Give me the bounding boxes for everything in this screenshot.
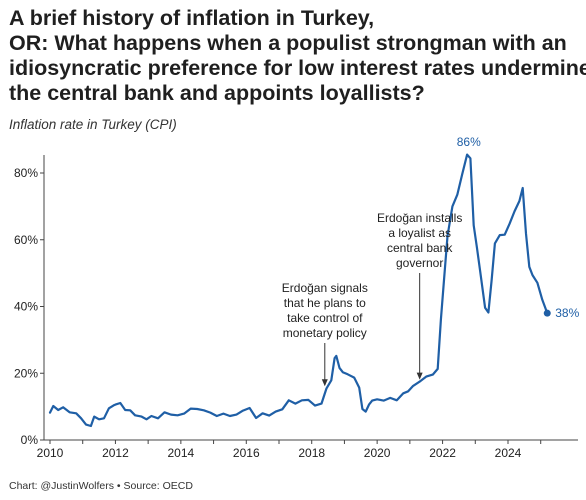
title-line: idiosyncratic preference for low interes… <box>9 56 586 80</box>
x-tick-label: 2022 <box>429 446 456 460</box>
x-tick-label: 2014 <box>168 446 195 460</box>
y-tick-label: 80% <box>14 166 38 180</box>
annotation-text: monetary policy <box>283 326 367 340</box>
y-tick-label: 0% <box>21 433 39 447</box>
y-tick-label: 20% <box>14 366 38 380</box>
y-tick-label: 60% <box>14 233 38 247</box>
y-tick-label: 40% <box>14 300 38 314</box>
annotation-arrow-head <box>416 372 423 380</box>
x-tick-label: 2012 <box>102 446 129 460</box>
end-point-label: 38% <box>555 306 579 320</box>
annotation-text: governor <box>396 256 443 270</box>
title-line: OR: What happens when a populist strongm… <box>9 31 567 55</box>
x-tick-label: 2018 <box>298 446 325 460</box>
chart-title: A brief history of inflation in Turkey, … <box>9 6 586 106</box>
chart-subtitle: Inflation rate in Turkey (CPI) <box>9 117 177 132</box>
annotation-text: Erdoğan installs <box>377 211 462 225</box>
annotation-text: Erdoğan signals <box>282 281 368 295</box>
annotation-text: central bank <box>387 241 453 255</box>
annotation-arrow-head <box>321 379 328 387</box>
annotation-text: that he plans to <box>284 296 366 310</box>
title-line: A brief history of inflation in Turkey, <box>9 6 375 30</box>
source-credit: Chart: @JustinWolfers • Source: OECD <box>9 480 193 492</box>
annotation-text: take control of <box>287 311 363 325</box>
inflation-series-line <box>48 153 549 428</box>
x-tick-label: 2010 <box>37 446 64 460</box>
end-point-marker <box>543 309 551 317</box>
x-tick-label: 2016 <box>233 446 260 460</box>
title-line: the central bank and appoints loyallists… <box>9 81 425 105</box>
peak-point-label: 86% <box>457 135 481 149</box>
annotation-text: a loyalist as <box>388 226 451 240</box>
x-tick-label: 2020 <box>364 446 391 460</box>
x-tick-label: 2024 <box>495 446 522 460</box>
